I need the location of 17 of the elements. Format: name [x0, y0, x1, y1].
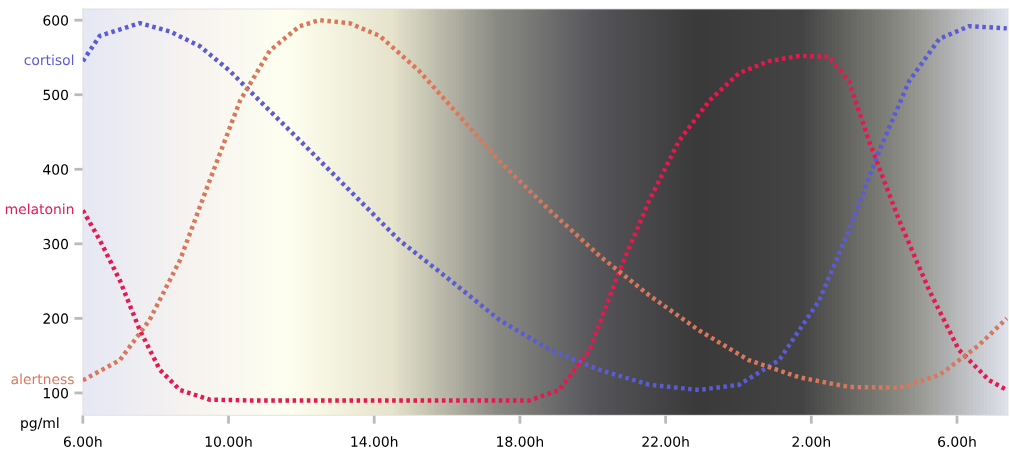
series-label: alertness — [11, 373, 74, 385]
x-tick-label: 6.00h — [63, 436, 102, 447]
y-tick-label: 600 — [43, 15, 69, 26]
y-tick-label: 200 — [43, 313, 69, 324]
y-tick-label: 500 — [43, 89, 69, 101]
series-label: melatonin — [5, 203, 74, 215]
y-tick-label: 300 — [43, 238, 69, 250]
series-label: cortisol — [24, 54, 74, 66]
y-tick-label: 100 — [43, 387, 69, 399]
x-tick-label: 22.00h — [642, 436, 689, 447]
x-tick-label: 6.00h — [938, 436, 976, 447]
x-tick-label: 10.00h — [205, 436, 252, 447]
y-tick-label: 400 — [43, 164, 69, 175]
x-tick-label: 18.00h — [497, 436, 544, 447]
y-axis-title: pg/ml — [21, 417, 59, 431]
x-tick-label: 14.00h — [351, 436, 398, 447]
x-tick-label: 2.00h — [792, 436, 830, 447]
